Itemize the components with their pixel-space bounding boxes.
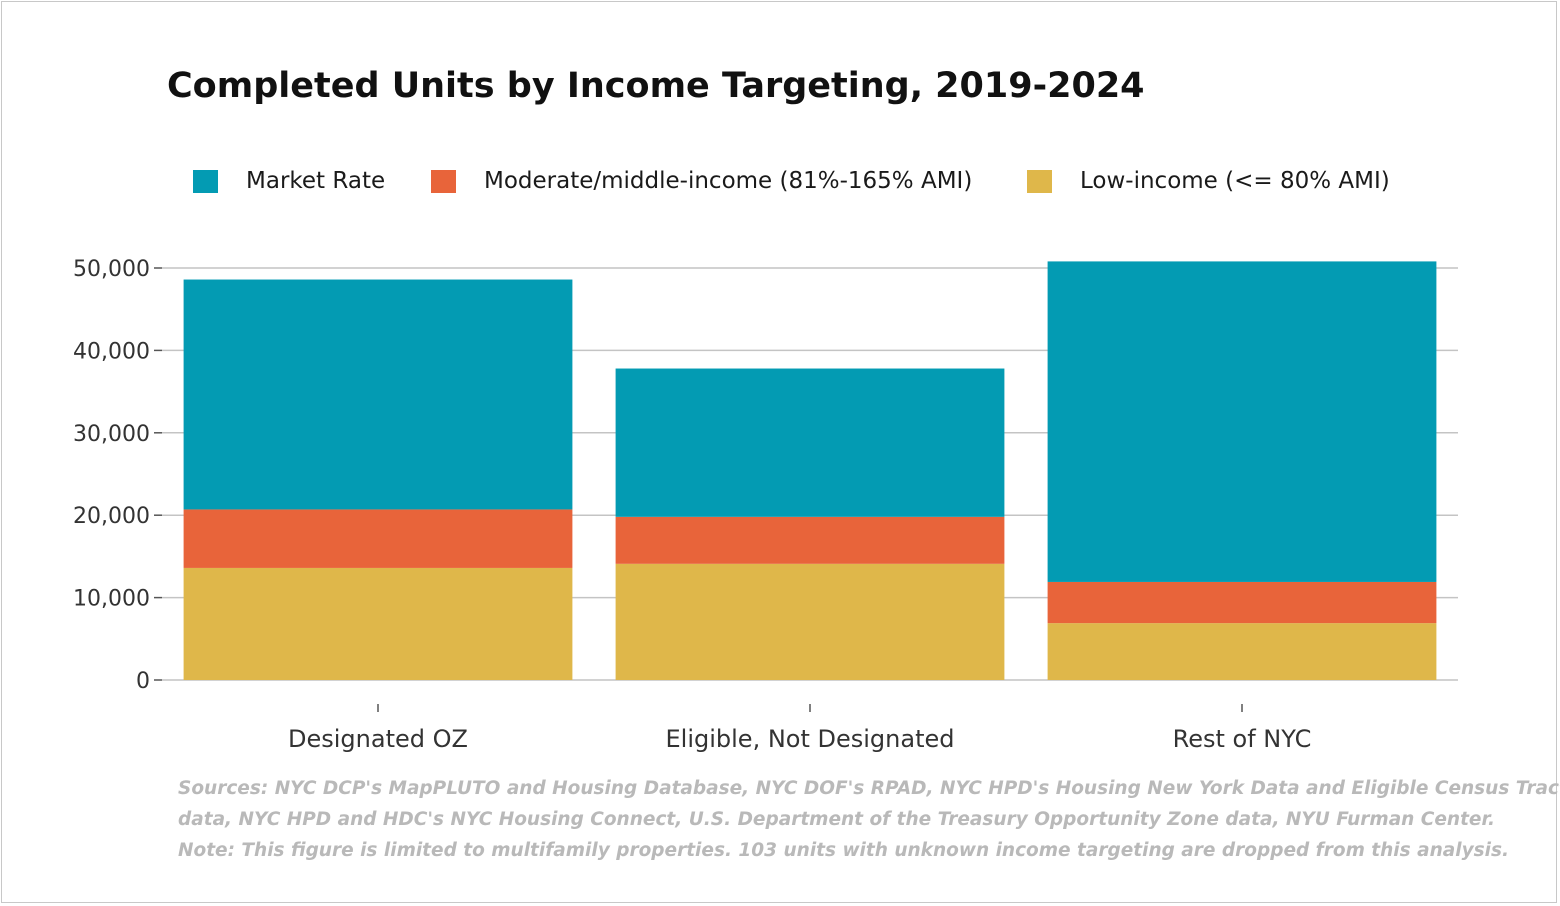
bar-segment [1047, 581, 1437, 624]
bar-segment [615, 368, 1005, 517]
y-tick-label: 50,000 [73, 257, 150, 282]
bar-segment [183, 279, 573, 510]
x-tick-label: Designated OZ [288, 725, 468, 753]
y-tick-label: 0 [136, 669, 150, 694]
footnote-line: data, NYC HPD and HDC's NYC Housing Conn… [178, 809, 1495, 830]
axes: 0 10,000 20,000 30,000 40,000 50,000 Designate… [73, 257, 1311, 753]
footnote: Sources: NYC DCP's MapPLUTO and Housing … [178, 773, 1560, 866]
chart-title: Completed Units by Income Targeting, 201… [167, 66, 1145, 106]
y-tick-label: 40,000 [73, 339, 150, 364]
bar-segment [1047, 261, 1437, 582]
footnote-line: Note: This figure is limited to multifam… [178, 840, 1510, 861]
bar-segment [1047, 623, 1437, 680]
x-tick-label: Eligible, Not Designated [666, 725, 955, 753]
bar-segment [183, 567, 573, 680]
footnote-line: Sources: NYC DCP's MapPLUTO and Housing … [178, 778, 1560, 799]
bar-segment [183, 509, 573, 568]
bars [183, 261, 1437, 680]
bar-segment [615, 563, 1005, 680]
y-tick-label: 10,000 [73, 587, 150, 612]
y-tick-label: 20,000 [73, 504, 150, 529]
y-tick-label: 30,000 [73, 422, 150, 447]
x-tick-label: Rest of NYC [1173, 725, 1312, 753]
bar-segment [615, 516, 1005, 564]
